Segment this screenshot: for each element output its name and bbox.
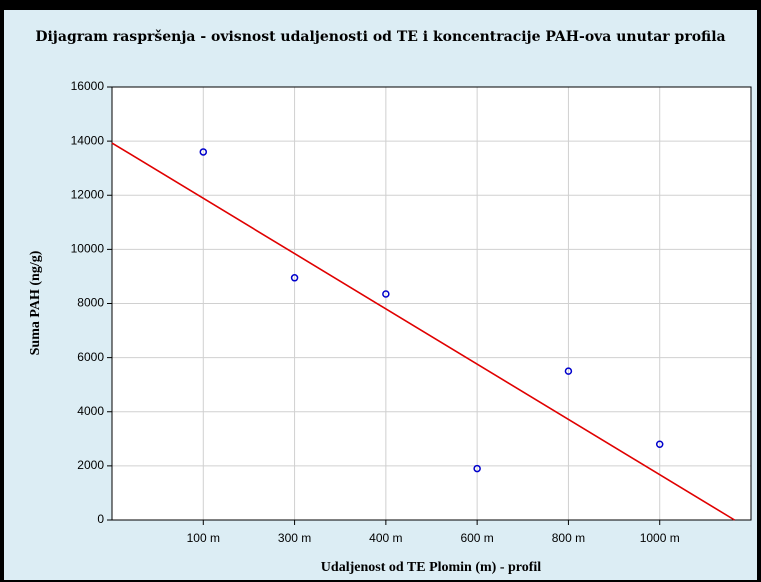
y-tick-label: 0 [97,512,104,526]
x-tick-label: 300 m [278,531,311,545]
y-axis-label: Suma PAH (ng/g) [28,250,43,355]
point [382,290,390,298]
x-tick-label: 100 m [187,531,220,545]
x-tick-label: 1000 m [640,531,680,545]
point [199,148,208,156]
y-tick-label: 12000 [71,187,105,201]
point [655,440,664,448]
y-tick-label: 6000 [77,350,104,364]
y-tick-label: 4000 [77,404,104,418]
x-tick-label: 400 m [369,531,402,545]
point [473,464,481,473]
y-tick-label: 10000 [71,242,105,256]
y-tick-label: 16000 [71,79,105,93]
y-tick-label: 14000 [71,133,105,147]
point [290,274,299,282]
trend-line [111,142,735,521]
plot-border [111,86,752,521]
x-tick-label: 600 m [460,531,493,545]
point [564,367,573,375]
x-tick-label: 800 m [552,531,585,545]
y-tick-label: 2000 [77,458,104,472]
y-tick-label: 8000 [77,296,104,310]
x-axis-label: Udaljenost od TE Plomin (m) - profil [321,560,541,575]
chart-title: Dijagram raspršenja - ovisnost udaljenos… [35,29,726,45]
